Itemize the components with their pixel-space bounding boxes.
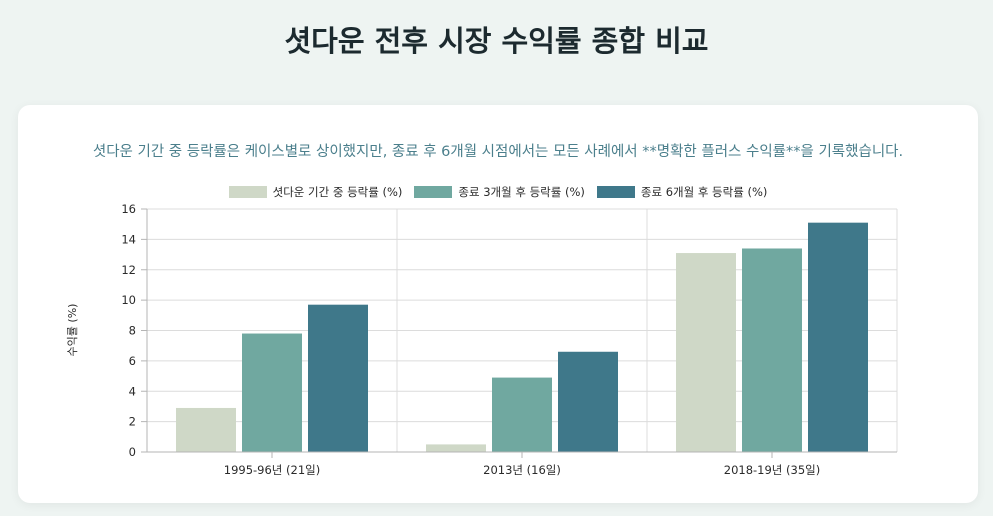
bar-3-series-2[interactable] (742, 248, 802, 452)
x-tick-label: 2013년 (16일) (483, 463, 561, 477)
legend-label-3m: 종료 3개월 후 등락률 (%) (458, 185, 585, 199)
bar-2-series-3[interactable] (558, 351, 618, 452)
legend-label-during: 셧다운 기간 중 등락률 (%) (272, 185, 403, 199)
page-title: 셧다운 전후 시장 수익률 종합 비교 (284, 24, 709, 58)
bar-1-series-2[interactable] (242, 333, 302, 452)
bar-1-series-1[interactable] (176, 407, 236, 452)
y-tick-label: 0 (129, 445, 136, 459)
chart-bars (176, 222, 868, 452)
x-tick-label: 1995-96년 (21일) (224, 463, 320, 477)
legend-item-during[interactable]: 셧다운 기간 중 등락률 (%) (228, 184, 403, 200)
legend-swatch-during (228, 186, 267, 198)
bar-3-series-3[interactable] (808, 222, 868, 452)
y-tick-label: 12 (121, 263, 136, 277)
y-tick-label: 8 (129, 324, 136, 338)
legend-label-6m: 종료 6개월 후 등락률 (%) (640, 185, 768, 199)
chart-legend: 셧다운 기간 중 등락률 (%) 종료 3개월 후 등락률 (%) 종료 6개월… (18, 184, 978, 200)
bar-2-series-1[interactable] (426, 444, 486, 452)
chart-subtitle: 셧다운 기간 중 등락률은 케이스별로 상이했지만, 종료 후 6개월 시점에서… (92, 144, 904, 160)
y-tick-label: 16 (121, 202, 136, 216)
legend-swatch-6m (596, 186, 635, 198)
y-tick-label: 4 (129, 384, 136, 398)
bar-2-series-2[interactable] (492, 377, 552, 452)
chart-axes (141, 208, 897, 458)
x-tick-label: 2018-19년 (35일) (724, 463, 820, 477)
chart-tick-labels: 0 2 4 6 8 10 12 14 16 1995-96년 (21일) 2013년 (16일) 20… (121, 202, 820, 477)
y-tick-label: 10 (121, 293, 136, 307)
y-tick-label: 14 (121, 232, 136, 246)
legend-item-3m[interactable]: 종료 3개월 후 등락률 (%) (414, 184, 585, 200)
legend-swatch-3m (414, 186, 453, 198)
bar-3-series-1[interactable] (676, 253, 736, 452)
y-tick-label: 6 (129, 354, 136, 368)
legend-item-6m[interactable]: 종료 6개월 후 등락률 (%) (596, 184, 768, 200)
y-tick-label: 2 (129, 415, 136, 429)
bar-1-series-3[interactable] (308, 304, 368, 452)
